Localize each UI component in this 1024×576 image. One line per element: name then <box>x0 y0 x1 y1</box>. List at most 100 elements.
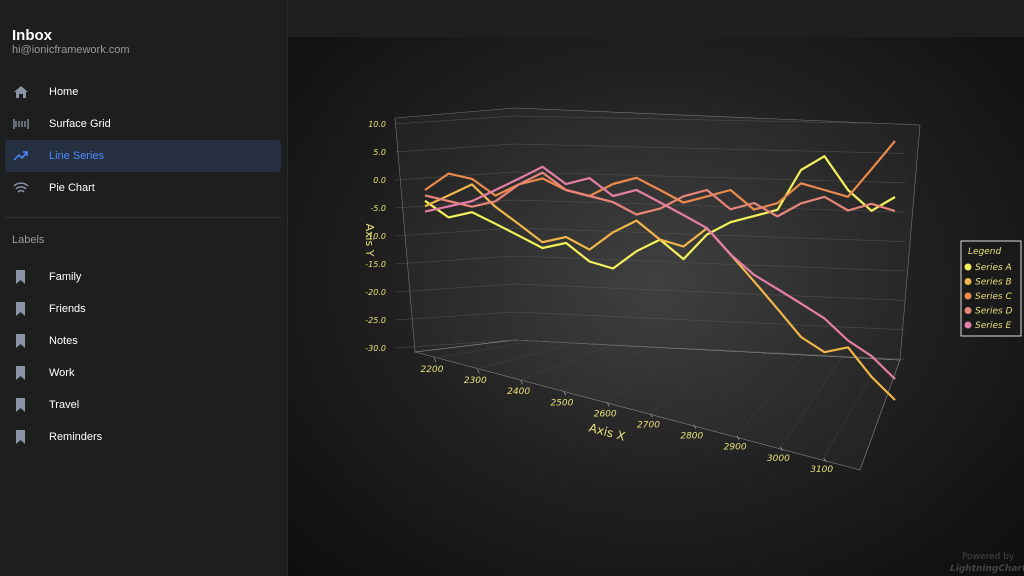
series-line <box>424 183 896 401</box>
grid-line <box>394 255 516 265</box>
menu-title: Inbox <box>12 27 52 44</box>
grid-line <box>780 356 843 447</box>
menu-item[interactable]: Friends <box>5 293 281 325</box>
grid-line <box>514 227 906 242</box>
menu-email: hi@ionicframework.com <box>12 44 130 56</box>
y-tick-label: -10.0 <box>365 232 386 241</box>
x-tick-label: 2200 <box>421 365 444 375</box>
grid-line <box>736 354 804 436</box>
y-tick-label: -20.0 <box>365 288 386 297</box>
y-tick-label: 5.0 <box>373 148 386 157</box>
grid-line <box>394 115 516 125</box>
x-tick-label: 3100 <box>810 465 833 475</box>
sidebar: Inbox hi@ionicframework.com Home Surface … <box>0 0 288 576</box>
x-tick <box>736 435 740 440</box>
grid-line <box>433 340 535 359</box>
menu-item-label: Notes <box>49 335 78 347</box>
legend-label: Series A <box>975 263 1012 273</box>
x-tick <box>823 457 827 463</box>
legend-swatch <box>964 292 972 300</box>
x-tick <box>563 391 567 396</box>
grid-line <box>394 227 516 237</box>
legend-swatch <box>964 278 972 285</box>
menu-item[interactable]: Notes <box>5 325 281 357</box>
menu-item[interactable]: Reminders <box>5 421 281 453</box>
x-tick-label: 2600 <box>594 409 617 419</box>
menu-item-label: Pie Chart <box>49 182 95 194</box>
chart-area <box>288 37 1024 576</box>
grid-line <box>563 346 650 392</box>
grid-line <box>650 350 727 414</box>
x-tick-label: 2400 <box>507 387 530 397</box>
grid-line <box>514 143 906 154</box>
menu-item-label: Line Series <box>49 150 105 162</box>
icon <box>16 270 25 284</box>
menu-item-label: Travel <box>49 399 80 411</box>
divider <box>5 217 281 218</box>
series-line <box>424 165 896 380</box>
x-tick <box>650 413 653 418</box>
icon <box>16 302 25 316</box>
y-tick-label: -30.0 <box>365 344 386 353</box>
grid-line <box>394 143 516 153</box>
series-line <box>424 171 896 218</box>
icon <box>16 430 25 444</box>
y-tick-label: -5.0 <box>370 204 386 213</box>
x-tick-label: 2300 <box>464 376 487 386</box>
brand: LightningChart® <box>950 564 1024 574</box>
y-tick-label: -15.0 <box>365 260 386 269</box>
legend-swatch <box>964 307 972 314</box>
y-tick-label: -25.0 <box>365 316 386 325</box>
menu-item[interactable]: Line Series <box>5 140 281 172</box>
icon <box>14 86 28 98</box>
legend-swatch <box>964 321 972 329</box>
x-tick <box>780 446 783 451</box>
y-tick-label: 10.0 <box>368 120 386 129</box>
toolbar <box>288 0 1024 37</box>
legend-box <box>960 240 1022 337</box>
y-axis-title: Axis Y <box>363 223 376 256</box>
x-tick <box>433 357 437 363</box>
x-tick-label: 2700 <box>637 421 660 431</box>
legend-swatch <box>964 263 972 271</box>
menu-item[interactable]: Surface Grid <box>5 108 281 140</box>
menu-item-label: Surface Grid <box>49 118 111 130</box>
x-tick-label: 2500 <box>550 398 573 408</box>
grid-line <box>514 115 906 125</box>
x-tick <box>520 380 523 385</box>
floor <box>414 339 901 471</box>
powered-by: Powered by <box>962 552 1015 562</box>
menu-item-label: Reminders <box>49 431 103 443</box>
y-tick-label: 0.0 <box>373 176 386 185</box>
grid-line <box>514 255 906 272</box>
x-tick-label: 2800 <box>680 432 703 442</box>
x-tick-label: 2900 <box>724 443 747 453</box>
x-tick <box>606 402 610 407</box>
grid-line <box>514 283 906 301</box>
menu-item-label: Work <box>49 367 75 379</box>
icon <box>13 151 28 161</box>
x-tick <box>476 368 480 374</box>
grid-line <box>514 339 906 360</box>
grid-line <box>477 342 573 370</box>
legend-label: Series D <box>975 307 1013 317</box>
menu-item-label: Family <box>49 271 82 283</box>
menu-item-label: Friends <box>49 303 86 315</box>
grid-line <box>394 339 516 349</box>
menu-item[interactable]: Travel <box>5 389 281 421</box>
grid-line <box>394 311 516 321</box>
menu-item[interactable]: Family <box>5 261 281 293</box>
icon <box>13 182 29 193</box>
menu-item[interactable]: Home <box>5 76 281 108</box>
series-line <box>424 140 896 211</box>
menu-item[interactable]: Work <box>5 357 281 389</box>
x-tick-label: 3000 <box>767 454 790 464</box>
grid-line <box>607 348 689 403</box>
grid-line <box>514 199 906 213</box>
legend-title: Legend <box>968 247 1002 257</box>
menu-item[interactable]: Pie Chart <box>5 172 281 204</box>
x-axis-title: Axis X <box>587 421 626 444</box>
legend-label: Series C <box>975 292 1013 302</box>
